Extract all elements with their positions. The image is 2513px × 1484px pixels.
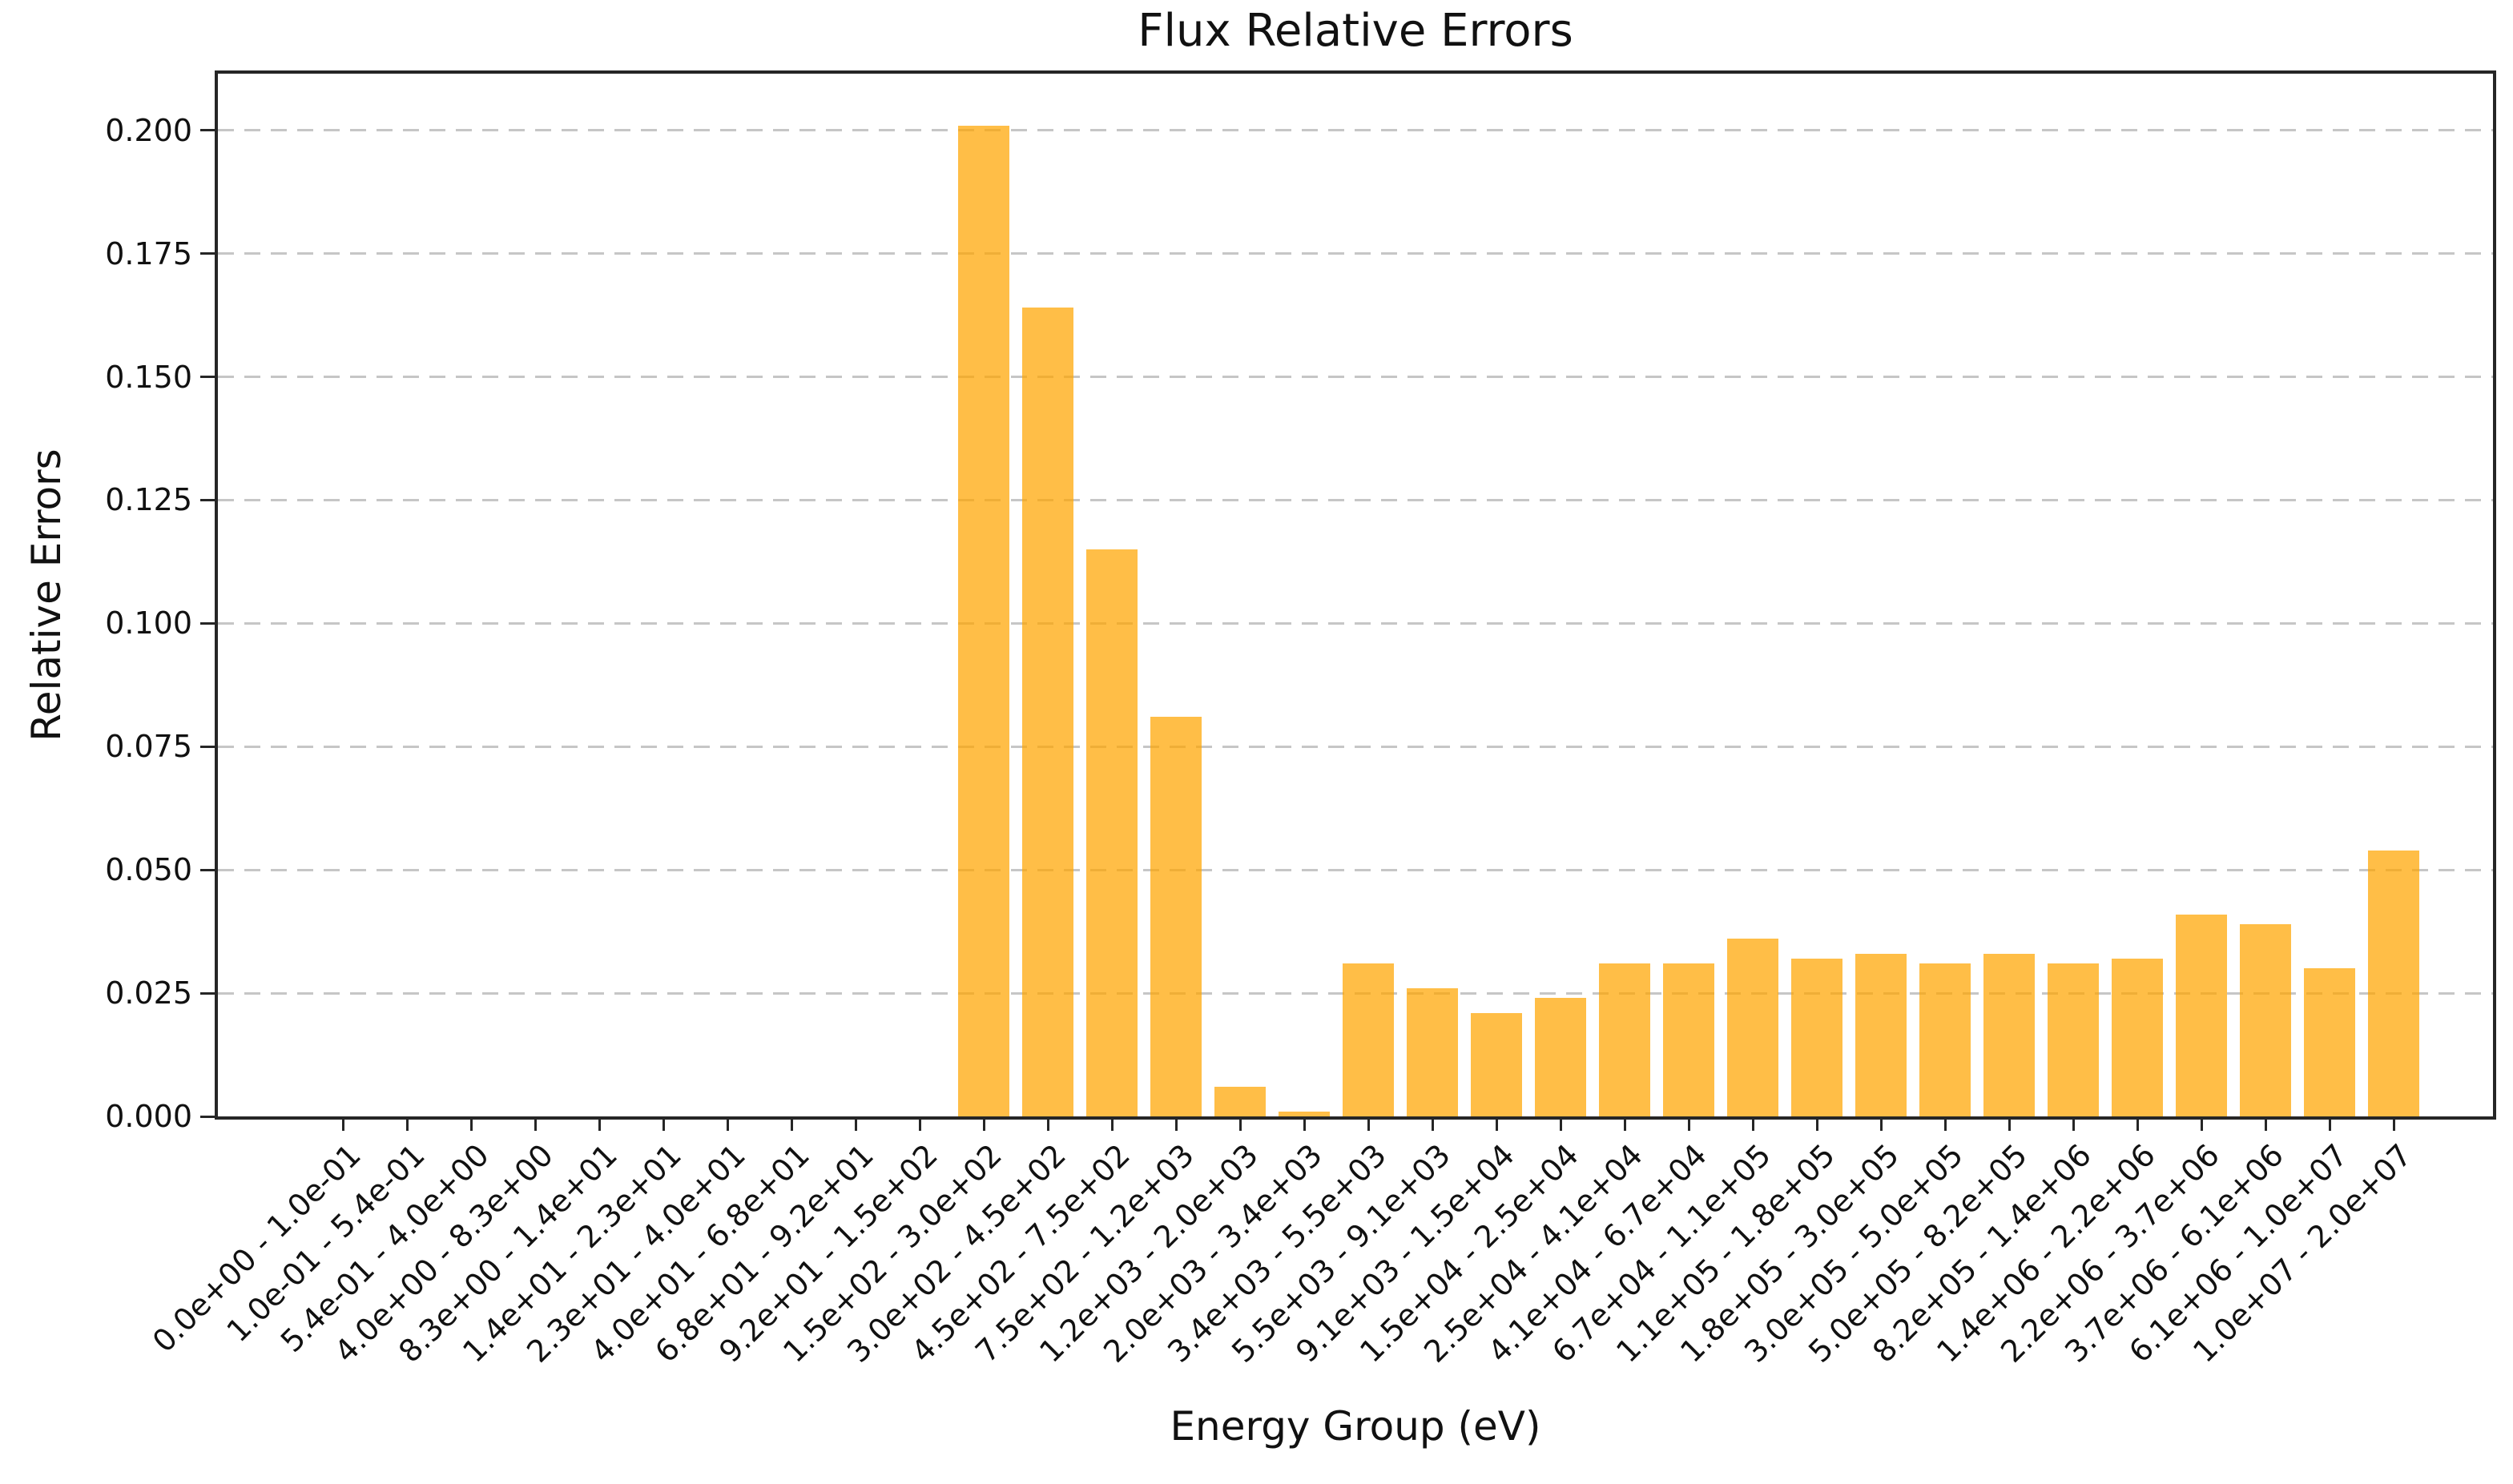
bar-23	[1791, 959, 1842, 1116]
gridline	[218, 621, 2493, 625]
x-tick	[726, 1120, 729, 1131]
bar-31	[2304, 968, 2355, 1116]
x-tick	[341, 1120, 344, 1131]
bar-32	[2368, 851, 2419, 1116]
x-axis-label: Energy Group (eV)	[1170, 1403, 1541, 1450]
bar-21	[1663, 963, 1714, 1116]
y-tick-label: 0.125	[105, 482, 192, 518]
x-tick	[982, 1120, 985, 1131]
x-tick	[1751, 1120, 1754, 1131]
x-tick	[2008, 1120, 2011, 1131]
y-tick	[200, 376, 215, 379]
x-tick	[1815, 1120, 1818, 1131]
y-tick	[200, 621, 215, 625]
bar-27	[2048, 963, 2099, 1116]
bar-19	[1535, 998, 1586, 1116]
x-tick	[1303, 1120, 1306, 1131]
x-tick	[405, 1120, 409, 1131]
bar-26	[1983, 954, 2035, 1116]
bar-16	[1343, 963, 1394, 1116]
y-tick-label: 0.100	[105, 605, 192, 641]
y-tick	[200, 991, 215, 995]
x-tick	[1879, 1120, 1883, 1131]
gridline	[218, 745, 2493, 748]
bar-24	[1855, 954, 1907, 1116]
bar-29	[2176, 915, 2227, 1116]
x-tick	[918, 1120, 921, 1131]
y-tick-label: 0.200	[105, 112, 192, 148]
x-tick	[1495, 1120, 1498, 1131]
bar-25	[1919, 963, 1971, 1116]
x-tick	[2328, 1120, 2331, 1131]
gridline	[218, 129, 2493, 132]
y-axis-label: Relative Errors	[23, 448, 70, 742]
gridline	[218, 376, 2493, 379]
bar-14	[1214, 1087, 1266, 1116]
x-tick	[2392, 1120, 2395, 1131]
plot-area	[215, 70, 2496, 1120]
y-tick	[200, 252, 215, 255]
y-tick	[200, 868, 215, 871]
x-tick	[1943, 1120, 1947, 1131]
x-tick	[534, 1120, 537, 1131]
bar-11	[1022, 308, 1073, 1116]
y-tick	[200, 129, 215, 132]
x-tick	[854, 1120, 857, 1131]
x-tick	[790, 1120, 793, 1131]
bar-22	[1727, 939, 1778, 1116]
x-tick	[1559, 1120, 1562, 1131]
y-tick-label: 0.050	[105, 852, 192, 888]
y-tick-label: 0.075	[105, 729, 192, 765]
x-tick	[1623, 1120, 1626, 1131]
y-tick-label: 0.150	[105, 359, 192, 395]
y-tick-label: 0.175	[105, 235, 192, 271]
bar-20	[1599, 963, 1650, 1116]
gridline	[218, 868, 2493, 871]
x-tick	[1367, 1120, 1370, 1131]
x-tick	[1687, 1120, 1690, 1131]
bar-15	[1279, 1112, 1330, 1116]
x-tick	[1046, 1120, 1049, 1131]
bar-18	[1471, 1013, 1522, 1116]
x-tick	[662, 1120, 665, 1131]
x-tick	[1431, 1120, 1434, 1131]
bar-17	[1407, 988, 1458, 1116]
y-tick-label: 0.025	[105, 975, 192, 1011]
y-tick	[200, 498, 215, 501]
y-tick	[200, 1115, 215, 1118]
y-tick	[200, 745, 215, 748]
x-tick	[1238, 1120, 1242, 1131]
x-tick	[1110, 1120, 1114, 1131]
bar-13	[1150, 717, 1202, 1116]
bar-30	[2240, 924, 2291, 1116]
bar-12	[1086, 549, 1138, 1116]
x-tick	[2072, 1120, 2075, 1131]
x-tick	[1174, 1120, 1178, 1131]
bar-28	[2112, 959, 2163, 1116]
chart-title: Flux Relative Errors	[1138, 5, 1573, 57]
bar-10	[958, 126, 1009, 1116]
x-tick	[2264, 1120, 2267, 1131]
x-tick	[2136, 1120, 2139, 1131]
x-tick	[598, 1120, 601, 1131]
gridline	[218, 252, 2493, 255]
y-tick-label: 0.000	[105, 1099, 192, 1134]
gridline	[218, 498, 2493, 501]
x-tick	[469, 1120, 473, 1131]
x-tick	[2200, 1120, 2203, 1131]
